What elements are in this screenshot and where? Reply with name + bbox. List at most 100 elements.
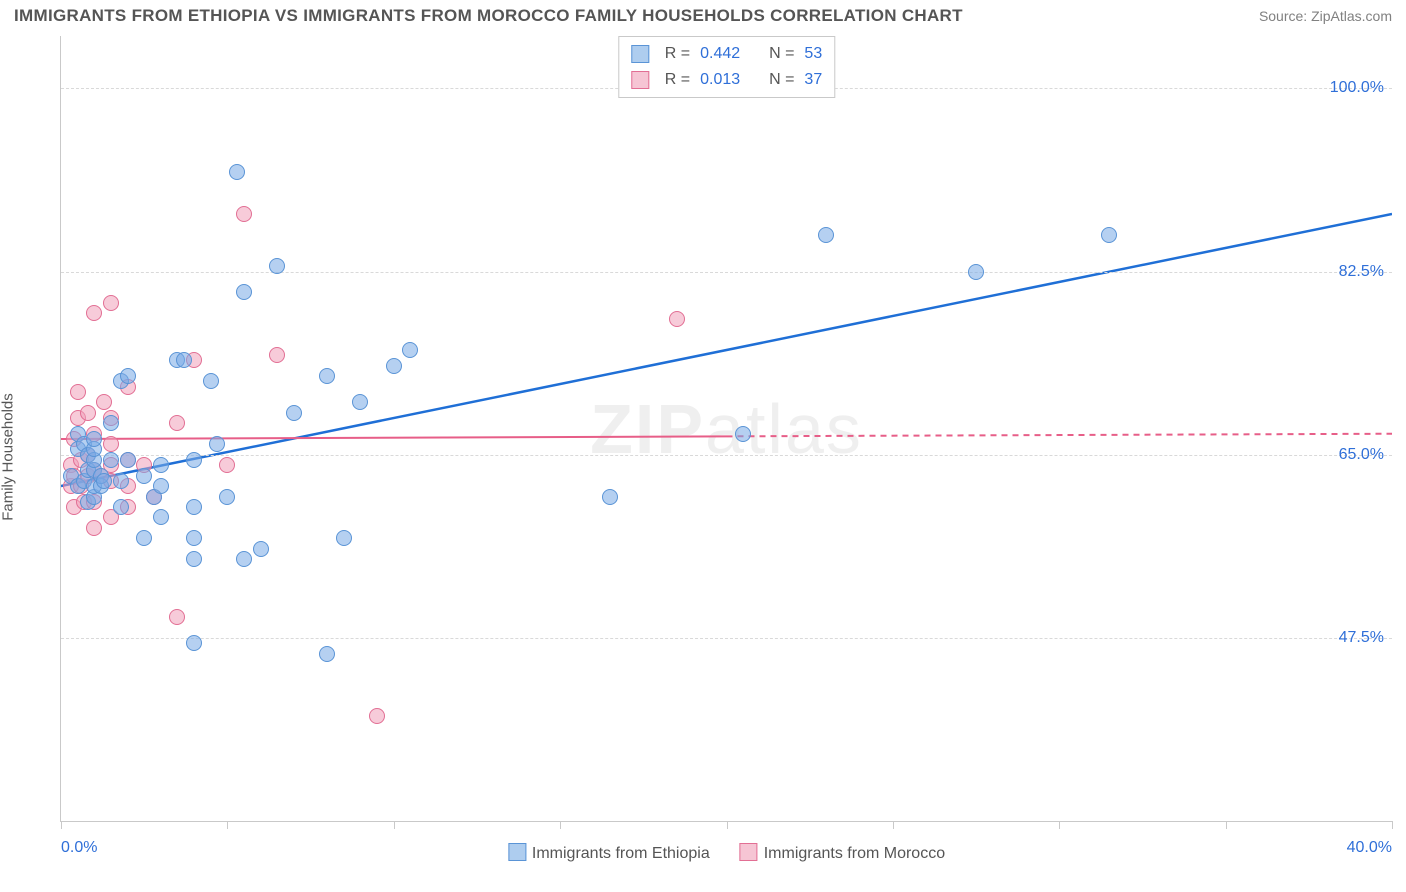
n-value-morocco: 37 bbox=[804, 67, 822, 93]
x-tick bbox=[227, 821, 228, 829]
data-point bbox=[968, 264, 984, 280]
r-label: R = bbox=[665, 41, 690, 67]
swatch-ethiopia-icon bbox=[508, 843, 526, 861]
data-point bbox=[186, 551, 202, 567]
data-point bbox=[209, 436, 225, 452]
stats-row-ethiopia: R = 0.442 N = 53 bbox=[631, 41, 822, 67]
gridline bbox=[61, 455, 1392, 456]
data-point bbox=[86, 431, 102, 447]
data-point bbox=[113, 473, 129, 489]
x-tick bbox=[727, 821, 728, 829]
x-tick bbox=[394, 821, 395, 829]
r-value-morocco: 0.013 bbox=[700, 67, 740, 93]
trendlines-svg bbox=[61, 36, 1392, 821]
data-point bbox=[136, 530, 152, 546]
r-value-ethiopia: 0.442 bbox=[700, 41, 740, 67]
n-label: N = bbox=[769, 41, 794, 67]
data-point bbox=[96, 394, 112, 410]
plot-area: ZIPatlas R = 0.442 N = 53 R = 0.013 N = … bbox=[60, 36, 1392, 822]
data-point bbox=[120, 452, 136, 468]
data-point bbox=[236, 284, 252, 300]
x-axis-min-label: 0.0% bbox=[61, 839, 97, 857]
y-tick-label: 65.0% bbox=[1339, 446, 1384, 464]
watermark: ZIPatlas bbox=[590, 389, 863, 469]
gridline bbox=[61, 638, 1392, 639]
data-point bbox=[386, 358, 402, 374]
y-axis-label: Family Households bbox=[0, 393, 17, 521]
series-legend: Immigrants from Ethiopia Immigrants from… bbox=[508, 843, 945, 863]
data-point bbox=[103, 436, 119, 452]
n-value-ethiopia: 53 bbox=[804, 41, 822, 67]
x-axis-max-label: 40.0% bbox=[1347, 839, 1392, 857]
r-label: R = bbox=[665, 67, 690, 93]
legend-label-morocco: Immigrants from Morocco bbox=[764, 845, 945, 862]
legend-label-ethiopia: Immigrants from Ethiopia bbox=[532, 845, 710, 862]
data-point bbox=[176, 352, 192, 368]
data-point bbox=[186, 530, 202, 546]
data-point bbox=[402, 342, 418, 358]
data-point bbox=[86, 305, 102, 321]
x-tick bbox=[1392, 821, 1393, 829]
data-point bbox=[818, 227, 834, 243]
data-point bbox=[153, 478, 169, 494]
data-point bbox=[369, 708, 385, 724]
data-point bbox=[735, 426, 751, 442]
chart-title: IMMIGRANTS FROM ETHIOPIA VS IMMIGRANTS F… bbox=[14, 6, 963, 26]
stats-legend: R = 0.442 N = 53 R = 0.013 N = 37 bbox=[618, 36, 835, 98]
data-point bbox=[319, 646, 335, 662]
stats-row-morocco: R = 0.013 N = 37 bbox=[631, 67, 822, 93]
data-point bbox=[669, 311, 685, 327]
data-point bbox=[269, 258, 285, 274]
data-point bbox=[253, 541, 269, 557]
chart-container: Family Households ZIPatlas R = 0.442 N =… bbox=[14, 36, 1392, 878]
y-tick-label: 82.5% bbox=[1339, 263, 1384, 281]
data-point bbox=[169, 415, 185, 431]
data-point bbox=[269, 347, 285, 363]
watermark-bold: ZIP bbox=[590, 390, 705, 468]
watermark-thin: atlas bbox=[705, 390, 863, 468]
data-point bbox=[203, 373, 219, 389]
n-label: N = bbox=[769, 67, 794, 93]
legend-item-ethiopia: Immigrants from Ethiopia bbox=[508, 843, 710, 863]
data-point bbox=[336, 530, 352, 546]
swatch-morocco-icon bbox=[631, 71, 649, 89]
data-point bbox=[80, 405, 96, 421]
data-point bbox=[103, 415, 119, 431]
data-point bbox=[286, 405, 302, 421]
legend-item-morocco: Immigrants from Morocco bbox=[740, 843, 945, 863]
data-point bbox=[120, 368, 136, 384]
swatch-ethiopia-icon bbox=[631, 45, 649, 63]
data-point bbox=[602, 489, 618, 505]
data-point bbox=[186, 635, 202, 651]
data-point bbox=[219, 489, 235, 505]
data-point bbox=[96, 473, 112, 489]
x-tick bbox=[893, 821, 894, 829]
swatch-morocco-icon bbox=[740, 843, 758, 861]
data-point bbox=[229, 164, 245, 180]
x-tick bbox=[61, 821, 62, 829]
source-label: Source: ZipAtlas.com bbox=[1259, 8, 1392, 24]
data-point bbox=[219, 457, 235, 473]
data-point bbox=[186, 452, 202, 468]
data-point bbox=[319, 368, 335, 384]
x-tick bbox=[1059, 821, 1060, 829]
x-tick bbox=[560, 821, 561, 829]
data-point bbox=[113, 499, 129, 515]
data-point bbox=[103, 295, 119, 311]
data-point bbox=[236, 206, 252, 222]
data-point bbox=[86, 520, 102, 536]
data-point bbox=[153, 509, 169, 525]
x-tick bbox=[1226, 821, 1227, 829]
data-point bbox=[352, 394, 368, 410]
y-tick-label: 100.0% bbox=[1330, 79, 1384, 97]
data-point bbox=[70, 384, 86, 400]
data-point bbox=[136, 468, 152, 484]
data-point bbox=[1101, 227, 1117, 243]
data-point bbox=[236, 551, 252, 567]
data-point bbox=[153, 457, 169, 473]
data-point bbox=[103, 452, 119, 468]
gridline bbox=[61, 272, 1392, 273]
data-point bbox=[186, 499, 202, 515]
y-tick-label: 47.5% bbox=[1339, 629, 1384, 647]
data-point bbox=[169, 609, 185, 625]
